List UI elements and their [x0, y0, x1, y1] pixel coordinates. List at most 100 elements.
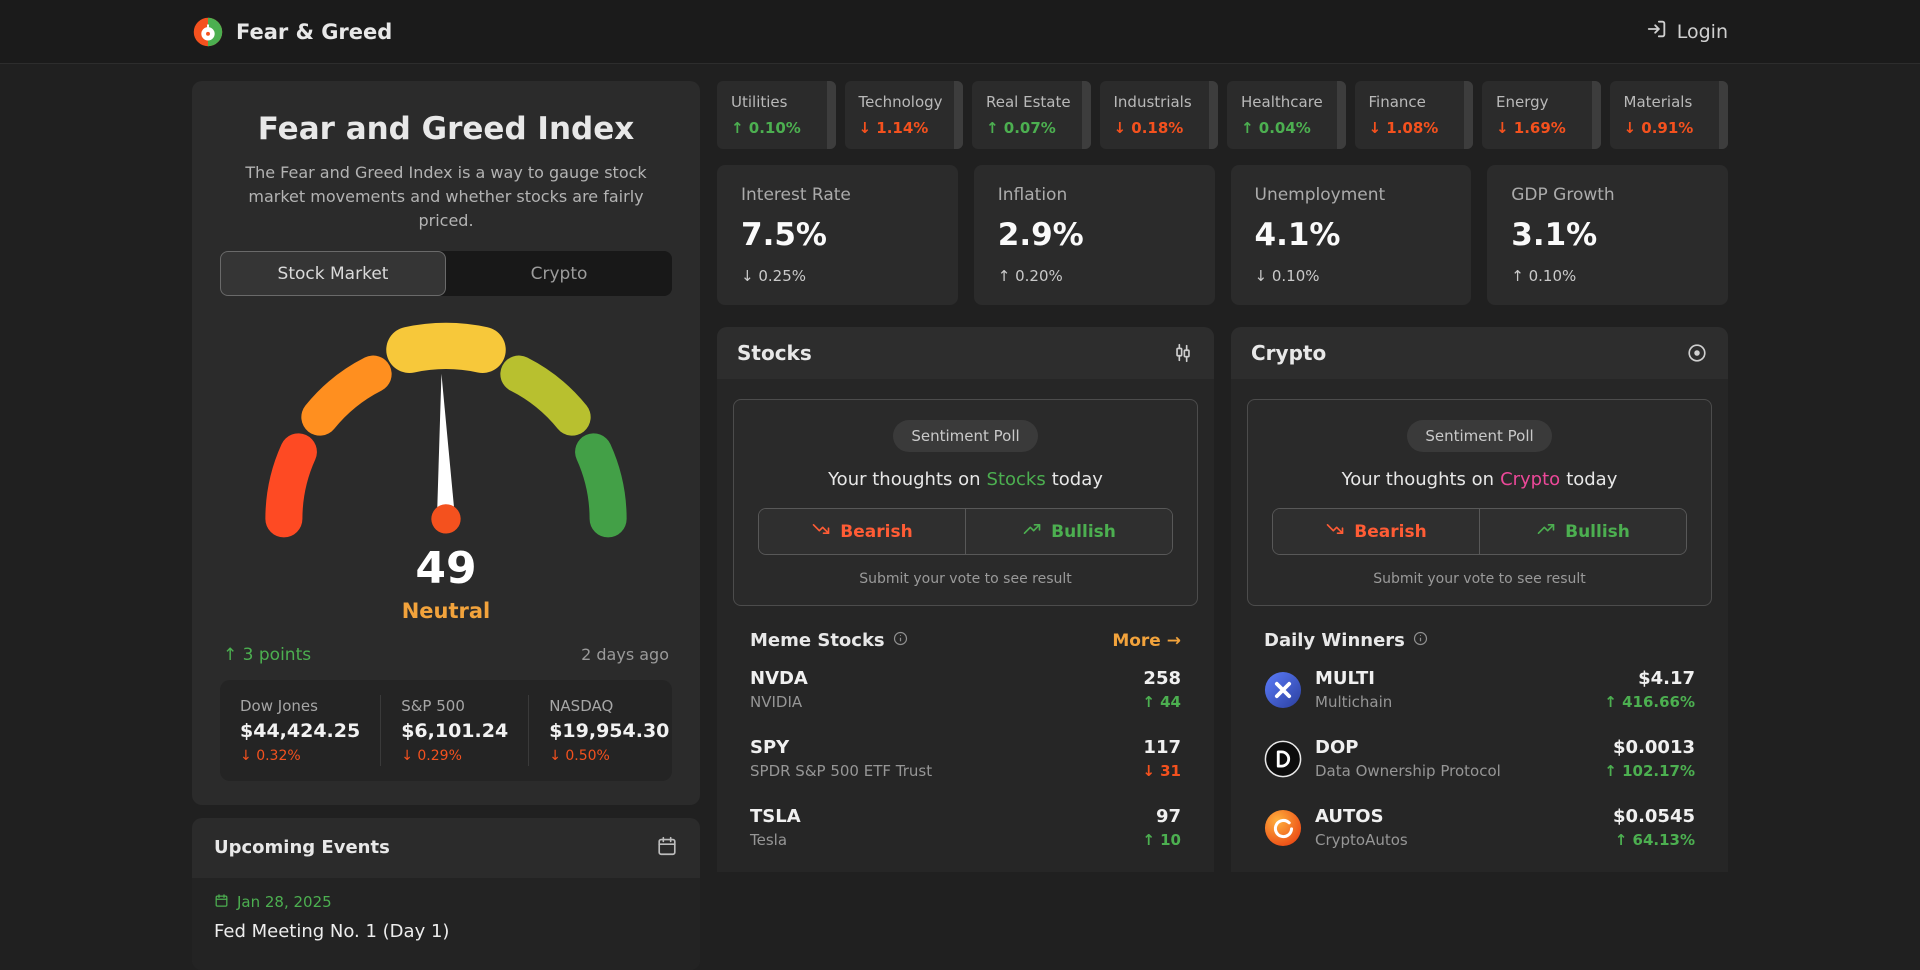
index-value: $19,954.30	[549, 719, 670, 742]
trending-down-icon	[811, 519, 831, 544]
poll-subject: Stocks	[986, 469, 1046, 490]
sector-tile-utilities[interactable]: Utilities 0.10%	[717, 81, 836, 149]
brand-name: Fear & Greed	[236, 19, 393, 44]
gauge-value: 49	[415, 542, 477, 594]
gauge-meta: 3 points 2 days ago	[220, 645, 672, 665]
events-header: Upcoming Events	[192, 818, 700, 878]
right-column: Utilities 0.10% Technology 1.14% Real Es…	[717, 81, 1728, 872]
trending-down-icon	[1325, 519, 1345, 544]
events-title: Upcoming Events	[214, 837, 390, 858]
macro-indicators-row: Interest Rate 7.5% 0.25% Inflation 2.9% …	[717, 165, 1728, 305]
trending-up-icon	[1022, 519, 1042, 544]
crypto-row-multi[interactable]: MULTI Multichain $4.17 416.66%	[1247, 655, 1712, 724]
sector-tile-technology[interactable]: Technology 1.14%	[844, 81, 963, 149]
crypto-sentiment-poll: Sentiment Poll Your thoughts on Crypto t…	[1247, 399, 1712, 606]
sentiment-poll-badge: Sentiment Poll	[893, 420, 1038, 452]
bearish-button[interactable]: Bearish	[759, 509, 966, 554]
candlestick-icon[interactable]	[1172, 342, 1194, 364]
sector-tile-energy[interactable]: Energy 1.69%	[1482, 81, 1601, 149]
bearish-button[interactable]: Bearish	[1273, 509, 1480, 554]
more-link[interactable]: More	[1112, 631, 1181, 651]
fear-greed-card: Fear and Greed Index The Fear and Greed …	[192, 81, 700, 805]
info-icon[interactable]	[1413, 631, 1428, 650]
login-label: Login	[1676, 20, 1728, 43]
index-sp500[interactable]: S&P 500 $6,101.24 0.29%	[380, 694, 528, 766]
gauge-updated: 2 days ago	[581, 645, 669, 664]
macro-tile-interest-rate: Interest Rate 7.5% 0.25%	[717, 165, 958, 305]
info-icon[interactable]	[893, 631, 908, 650]
target-icon[interactable]	[1686, 342, 1708, 364]
meme-stocks-title: Meme Stocks	[750, 630, 885, 651]
poll-subject: Crypto	[1500, 469, 1561, 490]
market-indices: Dow Jones $44,424.25 0.32% S&P 500 $6,10…	[220, 679, 672, 781]
index-nasdaq[interactable]: NASDAQ $19,954.30 0.50%	[528, 694, 689, 766]
daily-winners-title: Daily Winners	[1264, 630, 1405, 651]
poll-prompt: Your thoughts on Crypto today	[1341, 469, 1618, 490]
trending-up-icon	[1536, 519, 1556, 544]
stock-row-spy[interactable]: SPY SPDR S&P 500 ETF Trust 117 31	[733, 724, 1198, 793]
poll-buttons: Bearish Bullish	[758, 508, 1173, 555]
calendar-icon	[214, 893, 229, 912]
stock-row-nvda[interactable]: NVDA NVIDIA 258 44	[733, 655, 1198, 724]
calendar-icon[interactable]	[656, 835, 678, 861]
index-change: 0.50%	[549, 748, 669, 764]
sector-tile-finance[interactable]: Finance 1.08%	[1354, 81, 1473, 149]
gauge-change: 3 points	[223, 645, 311, 665]
cryptoautos-logo-icon	[1264, 809, 1302, 847]
crypto-row-dop[interactable]: DOP Data Ownership Protocol $0.0013 102.…	[1247, 724, 1712, 793]
gauge-logo-icon	[192, 16, 224, 48]
stocks-panel-header: Stocks	[717, 327, 1214, 379]
sector-tile-real-estate[interactable]: Real Estate 0.07%	[972, 81, 1091, 149]
poll-buttons: Bearish Bullish	[1272, 508, 1687, 555]
stocks-panel-title: Stocks	[737, 341, 812, 365]
poll-hint: Submit your vote to see result	[1373, 571, 1586, 587]
daily-winners-header: Daily Winners	[1264, 630, 1695, 651]
left-column: Fear and Greed Index The Fear and Greed …	[192, 81, 700, 970]
event-date: Jan 28, 2025	[214, 893, 678, 912]
gauge-sentiment-label: Neutral	[401, 598, 491, 623]
bullish-button[interactable]: Bullish	[1480, 509, 1686, 554]
daily-winners-list: MULTI Multichain $4.17 416.66%	[1247, 655, 1712, 862]
sector-performance-row: Utilities 0.10% Technology 1.14% Real Es…	[717, 81, 1728, 149]
meme-stocks-header: Meme Stocks More	[750, 630, 1181, 651]
fgi-title: Fear and Greed Index	[257, 111, 635, 147]
index-value: $6,101.24	[401, 719, 509, 742]
crypto-row-autos[interactable]: AUTOS CryptoAutos $0.0545 64.13%	[1247, 793, 1712, 862]
crypto-panel-header: Crypto	[1231, 327, 1728, 379]
event-item[interactable]: Jan 28, 2025 Fed Meeting No. 1 (Day 1)	[192, 877, 700, 970]
crypto-panel-title: Crypto	[1251, 341, 1327, 365]
macro-tile-unemployment: Unemployment 4.1% 0.10%	[1230, 165, 1472, 305]
tab-stock-market[interactable]: Stock Market	[220, 251, 446, 296]
brand[interactable]: Fear & Greed	[192, 16, 392, 48]
login-button[interactable]: Login	[1646, 18, 1728, 45]
multichain-logo-icon	[1264, 671, 1302, 709]
market-toggle: Stock Market Crypto	[220, 251, 672, 296]
stocks-panel: Stocks Sentiment Poll Your thoughts on S	[717, 327, 1214, 872]
crypto-panel-body: Sentiment Poll Your thoughts on Crypto t…	[1231, 379, 1728, 872]
macro-tile-inflation: Inflation 2.9% 0.20%	[973, 165, 1215, 305]
fgi-description: The Fear and Greed Index is a way to gau…	[245, 163, 647, 230]
index-change: 0.29%	[401, 748, 508, 764]
crypto-panel: Crypto Sentiment Poll Your thoughts on C…	[1231, 327, 1728, 872]
index-name: S&P 500	[401, 696, 465, 715]
bullish-button[interactable]: Bullish	[966, 509, 1172, 554]
upcoming-events-card: Upcoming Events	[192, 817, 700, 970]
index-name: NASDAQ	[549, 696, 614, 715]
poll-prompt: Your thoughts on Stocks today	[828, 469, 1103, 490]
fear-greed-gauge	[253, 312, 639, 541]
index-change: 0.32%	[240, 748, 360, 764]
panels-row: Stocks Sentiment Poll Your thoughts on S	[717, 327, 1728, 872]
navbar: Fear & Greed Login	[0, 0, 1920, 64]
event-date-text: Jan 28, 2025	[237, 893, 332, 911]
sector-tile-materials[interactable]: Materials 0.91%	[1609, 81, 1728, 149]
sector-tile-industrials[interactable]: Industrials 0.18%	[1099, 81, 1218, 149]
tab-crypto[interactable]: Crypto	[446, 251, 672, 296]
meme-stocks-list: NVDA NVIDIA 258 44	[733, 655, 1198, 862]
main-content: Fear and Greed Index The Fear and Greed …	[192, 64, 1728, 970]
index-dow-jones[interactable]: Dow Jones $44,424.25 0.32%	[220, 695, 380, 766]
sector-tile-healthcare[interactable]: Healthcare 0.04%	[1227, 81, 1346, 149]
stocks-panel-body: Sentiment Poll Your thoughts on Stocks t…	[717, 379, 1214, 872]
stock-row-tsla[interactable]: TSLA Tesla 97 10	[733, 793, 1198, 862]
sentiment-poll-badge: Sentiment Poll	[1407, 420, 1552, 452]
index-value: $44,424.25	[240, 719, 361, 742]
